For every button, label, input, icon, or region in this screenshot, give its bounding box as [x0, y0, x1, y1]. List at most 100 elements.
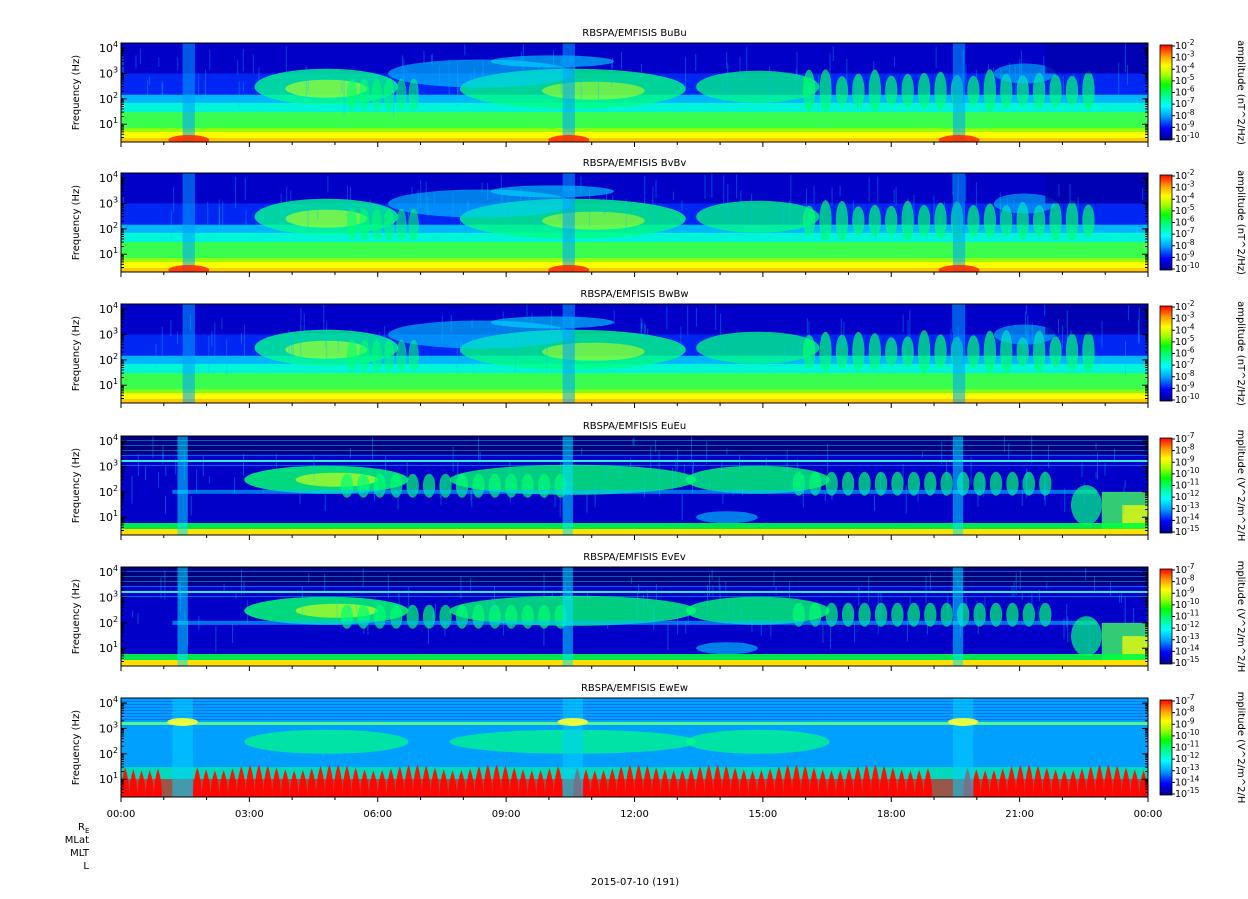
y-axis-label: Frequency (Hz) — [71, 579, 82, 655]
colorbar-tick-label: 10-14 — [1175, 643, 1200, 657]
y-tick-label: 104 — [99, 40, 118, 55]
colorbar-tick-label: 10-9 — [1175, 585, 1195, 599]
y-axis-label: Frequency (Hz) — [71, 316, 82, 392]
colorbar-tick-label: 10-13 — [1175, 763, 1200, 777]
spectrogram-image — [121, 436, 1148, 535]
colorbar-tick-label: 10-9 — [1175, 380, 1195, 394]
spectrogram-image — [121, 173, 1148, 272]
y-axis-label: Frequency (Hz) — [71, 710, 82, 786]
colorbar-tick-label: 10-8 — [1175, 369, 1195, 383]
y-tick-label: 104 — [99, 433, 118, 448]
colorbar-tick-label: 10-15 — [1175, 786, 1200, 800]
colorbar-tick-label: 10-8 — [1175, 238, 1195, 252]
colorbar-tick-label: 10-2 — [1175, 38, 1195, 52]
colorbar-tick-label: 10-9 — [1175, 249, 1195, 263]
y-tick-label: 101 — [99, 246, 118, 261]
y-tick-label: 101 — [99, 377, 118, 392]
colorbar-tick-label: 10-14 — [1175, 512, 1200, 526]
spectrogram-image — [121, 567, 1148, 666]
y-tick-label: 104 — [99, 564, 118, 579]
colorbar-tick-label: 10-11 — [1175, 478, 1200, 492]
colorbar-gradient — [1159, 44, 1173, 141]
panel-title: RBSPA/EMFISIS EwEw — [581, 683, 688, 694]
colorbar-label: mplitude (V^2/m^2/H — [1235, 430, 1246, 542]
panel-6: RBSPA/EMFISIS EwEw Frequency (Hz) 101 102 10… — [71, 683, 1246, 803]
panel-4: RBSPA/EMFISIS EuEu Frequency (Hz) 101 102 10… — [71, 421, 1246, 541]
colorbar-tick-label: 10-8 — [1175, 108, 1195, 122]
x-tick-label: 00:00 — [107, 809, 136, 820]
y-tick-label: 103 — [99, 326, 118, 341]
spectrogram-image — [121, 698, 1148, 797]
colorbar-tick-label: 10-12 — [1175, 751, 1200, 765]
colorbar-tick-label: 10-15 — [1175, 655, 1200, 669]
colorbar-tick-label: 10-10 — [1175, 597, 1200, 611]
panel-1: RBSPA/EMFISIS BuBu Frequency (Hz) 101 102 10… — [71, 28, 1246, 147]
y-tick-label: 101 — [99, 116, 118, 131]
y-tick-label: 101 — [99, 771, 118, 786]
panel-title: RBSPA/EMFISIS BwBw — [580, 289, 688, 300]
y-tick-label: 102 — [99, 746, 118, 761]
colorbar-tick-label: 10-5 — [1175, 334, 1195, 348]
y-tick-label: 102 — [99, 221, 118, 236]
colorbar-tick-label: 10-7 — [1175, 431, 1195, 445]
colorbar-gradient — [1159, 568, 1173, 665]
y-tick-label: 103 — [99, 195, 118, 210]
colorbar-tick-label: 10-10 — [1175, 261, 1200, 275]
ephem-label-l: L — [83, 861, 89, 872]
date-label: 2015-07-10 (191) — [591, 877, 679, 888]
y-tick-label: 102 — [99, 91, 118, 106]
panel-title: RBSPA/EMFISIS BuBu — [582, 28, 686, 39]
colorbar-tick-label: 10-13 — [1175, 632, 1200, 646]
y-axis-label: Frequency (Hz) — [71, 55, 82, 131]
x-tick-label: 18:00 — [877, 809, 906, 820]
colorbar-tick-label: 10-11 — [1175, 609, 1200, 623]
colorbar-tick-label: 10-10 — [1175, 728, 1200, 742]
y-tick-label: 102 — [99, 484, 118, 499]
colorbar-label: amplitude (nT^2/Hz) — [1235, 40, 1246, 145]
colorbar-tick-label: 10-14 — [1175, 774, 1200, 788]
y-tick-label: 104 — [99, 695, 118, 710]
x-tick-label: 09:00 — [492, 809, 521, 820]
panel-title: RBSPA/EMFISIS EuEu — [583, 421, 686, 432]
colorbar-tick-label: 10-6 — [1175, 215, 1195, 229]
colorbar-tick-label: 10-2 — [1175, 299, 1195, 313]
time-axis: 00:00 03:00 06:00 09:00 12:00 15:00 18:00 21:00… — [107, 809, 1163, 820]
panel-3: RBSPA/EMFISIS BwBw Frequency (Hz) 101 102 10… — [71, 289, 1246, 408]
x-tick-label: 15:00 — [748, 809, 777, 820]
colorbar-tick-label: 10-6 — [1175, 85, 1195, 99]
colorbar-tick-label: 10-11 — [1175, 740, 1200, 754]
colorbar-tick-label: 10-8 — [1175, 574, 1195, 588]
colorbar-tick-label: 10-10 — [1175, 466, 1200, 480]
colorbar-tick-label: 10-4 — [1175, 61, 1195, 75]
spectrogram-image — [121, 304, 1148, 403]
y-tick-label: 101 — [99, 509, 118, 524]
colorbar-gradient — [1159, 699, 1173, 796]
colorbar: 10-710-810-910-1010-1110-1210-1310-1410-… — [1159, 692, 1246, 803]
panel-5: RBSPA/EMFISIS EvEv Frequency (Hz) 101 102 10… — [71, 552, 1246, 672]
colorbar-tick-label: 10-4 — [1175, 191, 1195, 205]
colorbar-gradient — [1159, 174, 1173, 271]
colorbar-label: amplitude (nT^2/Hz) — [1235, 170, 1246, 275]
y-tick-label: 103 — [99, 720, 118, 735]
ephem-label-mlt: MLT — [70, 848, 90, 859]
colorbar-tick-label: 10-7 — [1175, 357, 1195, 371]
x-tick-label: 21:00 — [1005, 809, 1034, 820]
y-tick-label: 102 — [99, 352, 118, 367]
colorbar-label: mplitude (V^2/m^2/H — [1235, 561, 1246, 673]
colorbar-gradient — [1159, 437, 1173, 534]
y-axis-label: Frequency (Hz) — [71, 448, 82, 524]
ephem-label-mlat: MLat — [65, 835, 89, 846]
colorbar-tick-label: 10-9 — [1175, 454, 1195, 468]
y-tick-label: 102 — [99, 615, 118, 630]
y-tick-label: 103 — [99, 65, 118, 80]
y-tick-label: 103 — [99, 589, 118, 604]
colorbar-gradient — [1159, 305, 1173, 402]
colorbar-label: amplitude (nT^2/Hz) — [1235, 301, 1246, 406]
panel-2: RBSPA/EMFISIS BvBv Frequency (Hz) 101 102 10… — [71, 158, 1246, 277]
y-tick-label: 104 — [99, 170, 118, 185]
x-tick-label: 00:00 — [1134, 809, 1163, 820]
colorbar-tick-label: 10-3 — [1175, 311, 1195, 325]
y-axis-label: Frequency (Hz) — [71, 185, 82, 261]
colorbar-tick-label: 10-3 — [1175, 180, 1195, 194]
